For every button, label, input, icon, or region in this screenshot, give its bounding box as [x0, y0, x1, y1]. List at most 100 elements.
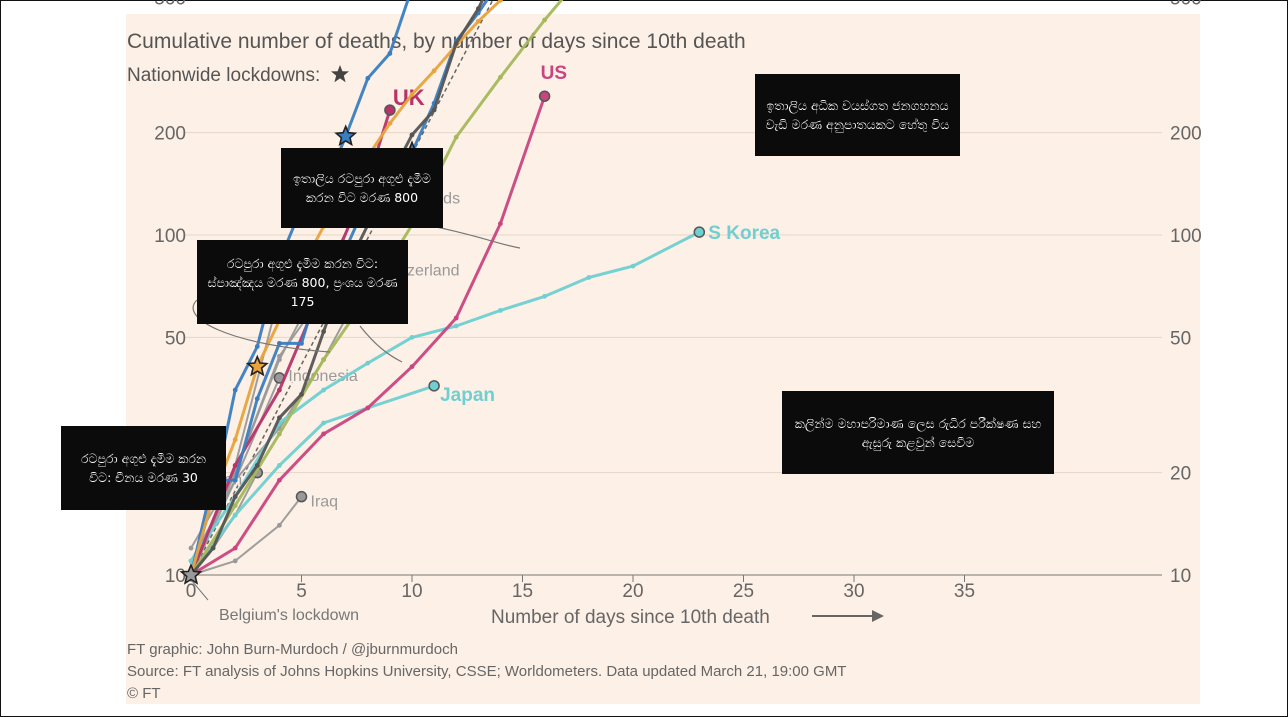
star-icon — [330, 65, 349, 83]
annotation-china-lockdown: රටපුරා අගුළු දැමීම කරන විට: චීනය මරණ 30 — [61, 426, 226, 510]
data-point-france — [299, 340, 304, 346]
series-label-us: US — [541, 63, 567, 84]
data-point-italy — [232, 494, 238, 500]
x-axis-arrow-head — [872, 610, 884, 622]
france-annotation-leader — [359, 325, 403, 363]
data-point-uk — [277, 387, 282, 393]
data-point-uk — [232, 463, 238, 468]
data-point-us — [277, 477, 282, 483]
data-point-us — [453, 315, 459, 321]
data-point-spain — [232, 387, 238, 393]
subtitle-text: Nationwide lockdowns: — [127, 65, 321, 86]
series-label-iraq: Iraq — [311, 494, 339, 511]
x-tick-label: 25 — [733, 581, 754, 602]
data-point-s-korea — [498, 308, 503, 313]
lockdown-star-spain — [334, 124, 358, 147]
data-point-iraq — [277, 522, 282, 528]
data-point-italy — [321, 329, 326, 334]
data-point-japan — [277, 463, 282, 468]
data-point-france — [232, 477, 238, 483]
x-tick-label: 0 — [186, 581, 197, 602]
y-tick-label-right: 20 — [1170, 464, 1191, 485]
data-point-iran — [277, 431, 282, 437]
data-point-us — [321, 431, 326, 437]
chart-subtitle: Nationwide lockdowns: — [127, 64, 350, 87]
data-point-spain — [365, 75, 371, 81]
data-point-us — [365, 405, 371, 411]
y-tick-label-left: 100 — [154, 226, 186, 247]
belgium-lockdown-label: Belgium's lockdown — [219, 607, 359, 624]
data-point-italy — [277, 415, 282, 421]
y-tick-label-right: 100 — [1170, 226, 1202, 247]
series-endpoint-uk — [384, 104, 396, 116]
data-point-japan — [232, 512, 238, 518]
data-point-france — [254, 396, 260, 402]
data-point-italy — [453, 41, 459, 46]
data-point-s-korea — [630, 263, 636, 269]
data-point-iran — [453, 134, 459, 140]
data-point-germany — [188, 545, 194, 551]
lockdown-star-belgium — [179, 562, 203, 585]
footer-credit: FT graphic: John Burn-Murdoch / @jburnmu… — [127, 641, 458, 658]
data-point-s-korea — [586, 275, 592, 280]
data-point-italy — [254, 463, 260, 468]
series-line-iraq — [190, 495, 303, 576]
data-point-s-korea — [365, 360, 371, 366]
data-point-china — [498, 0, 503, 3]
data-point-iran — [232, 503, 238, 508]
chart-background — [126, 14, 1200, 704]
data-point-netherlands — [277, 357, 282, 363]
annotation-italy-lockdown: ඉතාලිය රටපුරා අගුළු දැමීම කරන විට මරණ 80… — [281, 148, 443, 228]
y-tick-label-left: 50 — [165, 328, 186, 349]
data-point-france — [277, 340, 282, 346]
chart-title: Cumulative number of deaths, by number o… — [127, 30, 746, 53]
data-point-s-korea — [409, 334, 415, 340]
data-point-s-korea — [542, 293, 547, 299]
series-label-japan: Japan — [440, 385, 495, 406]
series-endpoint-us — [538, 90, 551, 102]
data-point-spain — [254, 344, 260, 349]
data-point-italy — [431, 107, 437, 113]
data-point-s-korea — [188, 558, 194, 564]
data-point-spain — [387, 51, 393, 56]
x-axis-label: Number of days since 10th death — [491, 607, 770, 628]
data-point-iran — [321, 357, 326, 363]
y-tick-label-left: 200 — [154, 124, 186, 145]
series-line-china — [189, 0, 503, 576]
data-point-us — [498, 221, 503, 227]
data-point-iran — [542, 17, 547, 23]
belgium-lockdown-leader — [191, 580, 209, 601]
data-point-us — [232, 545, 238, 551]
data-point-italy — [210, 545, 216, 551]
series-endpoint-s-korea — [693, 226, 706, 238]
data-point-china — [431, 68, 437, 74]
x-tick-label: 30 — [843, 581, 864, 602]
y-tick-label-right: 200 — [1170, 124, 1202, 145]
series-line-japan — [189, 384, 435, 576]
annotation-italy-age: ඉතාලිය අධික වයස්ගත ජනගහනය වැඩි මරණ අනුපා… — [755, 74, 960, 156]
lockdown-star-china — [245, 354, 269, 377]
data-point-s-korea — [453, 323, 459, 329]
y-tick-label-right: 50 — [1170, 328, 1191, 349]
series-endpoint-japan — [428, 380, 440, 392]
data-point-italy — [409, 132, 415, 138]
series-endpoint-iraq — [295, 490, 308, 503]
footer-copyright: © FT — [127, 685, 161, 702]
data-point-italy — [475, 6, 481, 12]
annotation-skorea-testing: කලින්ම මහාපරිමාණ ලෙස රුධිර පරීක්ෂණ සහ ඇස… — [782, 391, 1054, 474]
annotation-spain-france-lockdown: රටපුරා අගුළු දැමීම කරන විට: ස්පාඤ්ඤය මරණ… — [197, 240, 408, 324]
data-point-china — [387, 120, 393, 126]
data-point-us — [409, 364, 415, 370]
data-point-s-korea — [321, 387, 326, 393]
spain-annotation-leader — [192, 299, 331, 353]
footer-source: Source: FT analysis of Johns Hopkins Uni… — [127, 663, 847, 680]
x-tick-label: 20 — [622, 581, 643, 602]
series-line-iran — [189, 0, 564, 576]
data-point-iran — [498, 74, 503, 80]
series-label-s-korea: S Korea — [708, 223, 780, 244]
data-point-china — [409, 92, 415, 97]
data-point-iraq — [232, 558, 238, 564]
x-tick-label: 5 — [296, 581, 307, 602]
data-point-japan — [321, 420, 326, 426]
